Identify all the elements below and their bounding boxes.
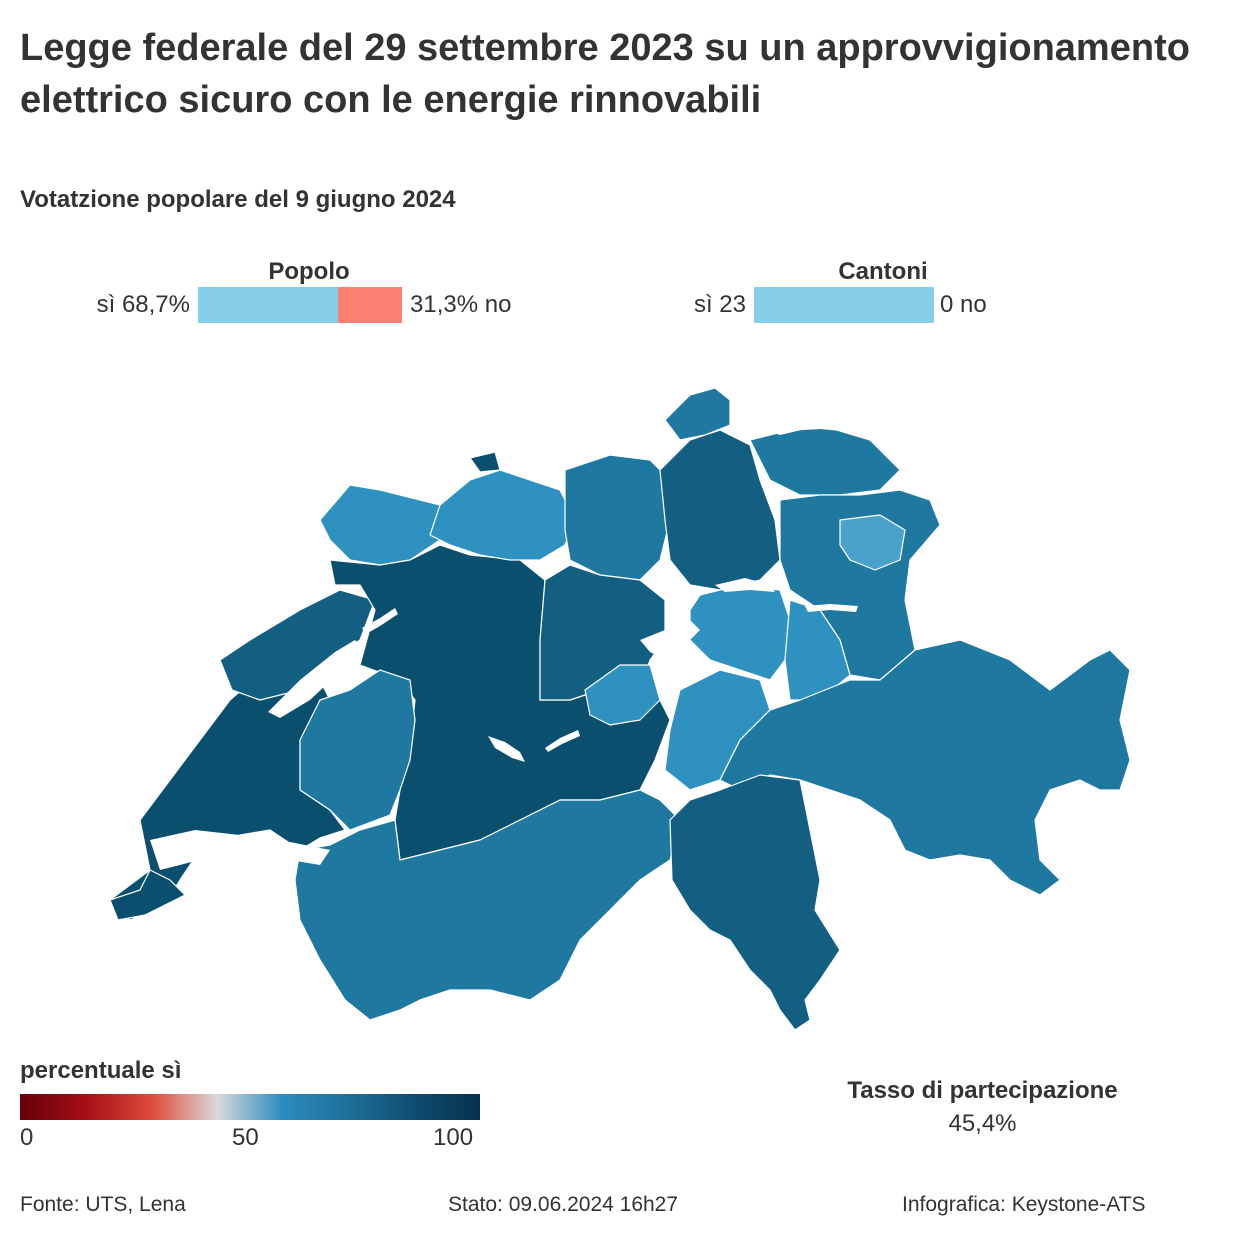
turnout-value: 45,4% (948, 1110, 1017, 1137)
popolo-no-bar (338, 287, 402, 323)
canton-solothurn (429, 469, 576, 561)
canton-schaffhausen (664, 387, 731, 441)
canton-basel (469, 451, 501, 473)
popolo-label: Popolo (268, 258, 350, 285)
popolo-no-value: 31,3% no (410, 291, 512, 318)
canton-fribourg (299, 669, 416, 831)
legend-gradient (20, 1094, 480, 1120)
lake-biel (362, 608, 398, 634)
popolo-yes-value: sì 68,7% (96, 291, 190, 318)
canton-neuchatel (219, 589, 376, 701)
cantoni-label: Cantoni (838, 258, 928, 285)
canton-graubuenden (719, 639, 1131, 896)
canton-schwyz (689, 584, 791, 681)
turnout-label: Tasso di partecipazione (847, 1077, 1118, 1104)
popolo-yes-bar (198, 287, 338, 323)
cantoni-yes-bar (754, 287, 934, 323)
page-title: Legge federale del 29 settembre 2023 su … (20, 27, 1190, 121)
canton-aargau (564, 454, 671, 581)
canton-ticino (669, 774, 841, 1031)
legend-tick-100: 100 (433, 1124, 474, 1151)
switzerland-map (109, 387, 1131, 1031)
footer-status: Stato: 09.06.2024 16h27 (448, 1193, 679, 1216)
legend-tick-0: 0 (20, 1124, 34, 1151)
canton-thurgau (749, 427, 901, 496)
lake-constance (760, 415, 870, 435)
lake-neuchatel (268, 640, 362, 718)
lake-zurich (715, 578, 775, 592)
lake-geneva (150, 830, 330, 870)
page-subtitle: Votatzione popolare del 9 giugno 2024 (20, 186, 456, 213)
canton-valais (294, 789, 681, 1021)
lake-lucerne (640, 620, 700, 660)
footer-source: Fonte: UTS, Lena (20, 1193, 186, 1216)
lake-brienz (545, 730, 580, 752)
legend-tick-50: 50 (232, 1124, 259, 1151)
canton-obwalden (584, 664, 661, 726)
lake-thun (488, 736, 525, 762)
canton-appenzell (839, 514, 906, 571)
cantoni-no-value: 0 no (940, 291, 987, 318)
canton-geneva (109, 869, 186, 921)
cantoni-yes-value: sì 23 (693, 291, 746, 318)
legend-title: percentuale sì (20, 1057, 182, 1084)
footer-credit: Infografica: Keystone-ATS (902, 1193, 1146, 1216)
lake-walen (805, 604, 858, 612)
